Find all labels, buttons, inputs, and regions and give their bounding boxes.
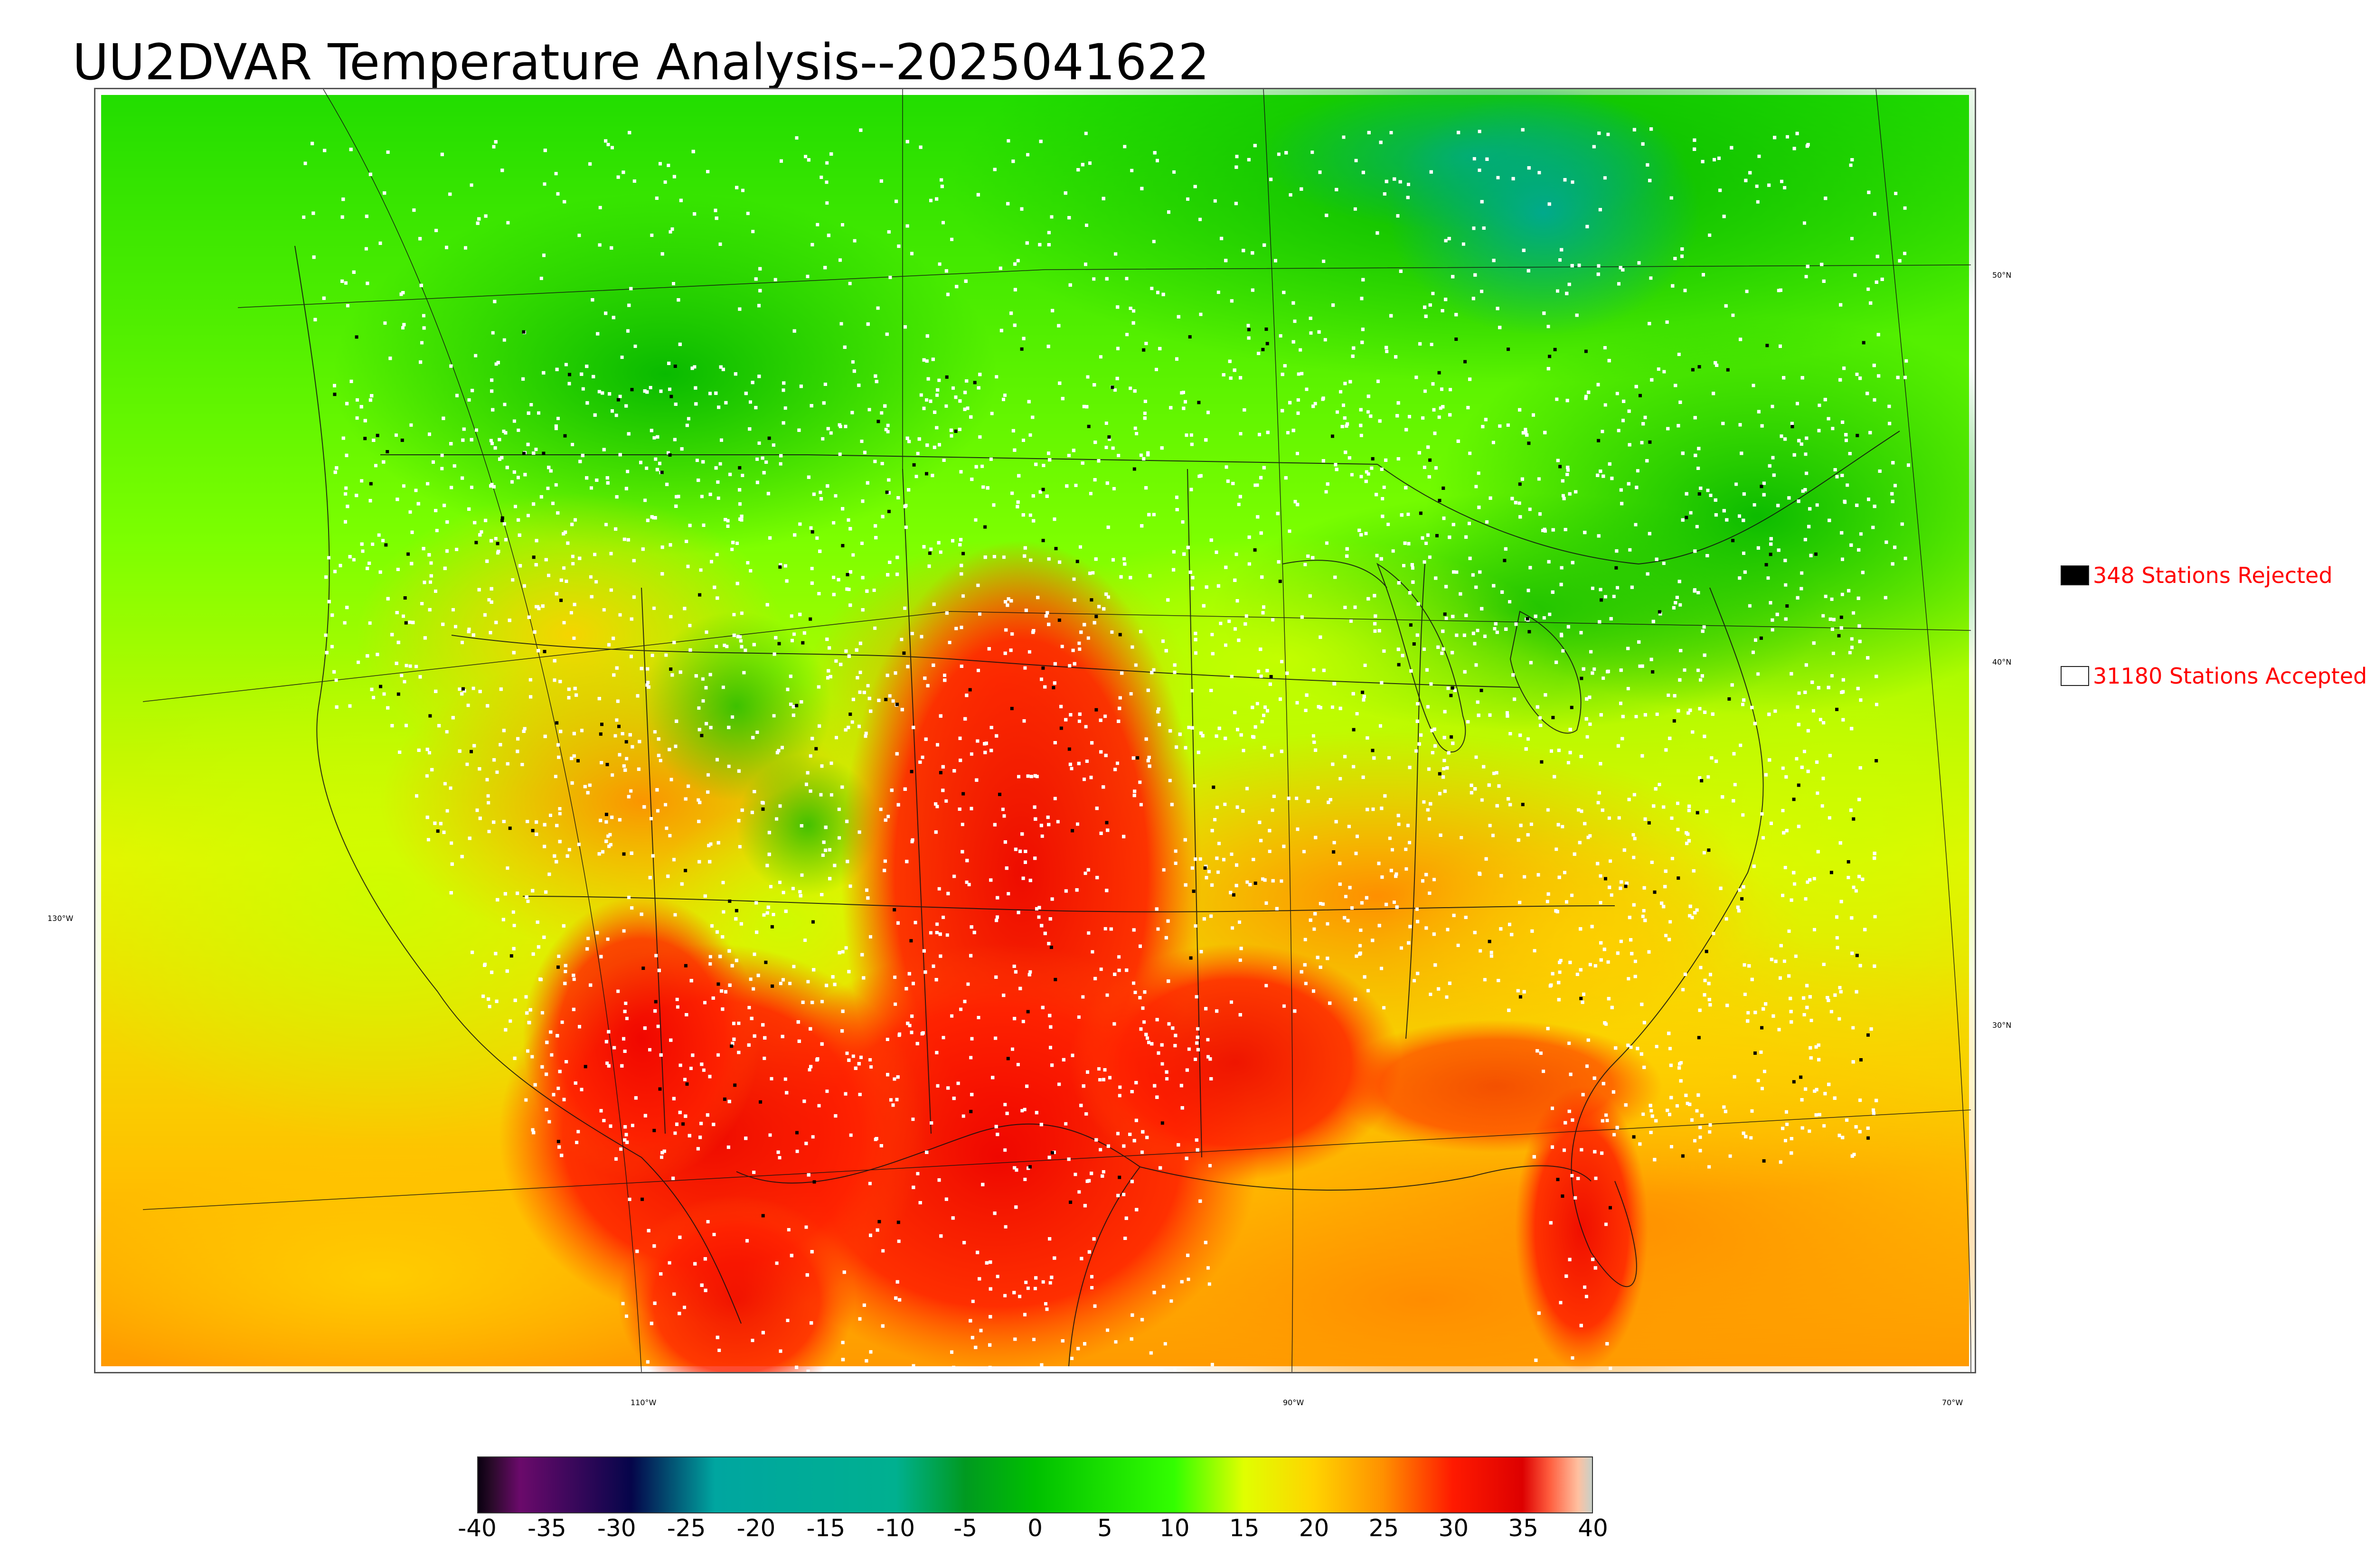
colorbar-tick: 15 — [1229, 1514, 1260, 1542]
rejected-label: 348 Stations Rejected — [2093, 563, 2333, 588]
lon-label-130w: 130°W — [47, 914, 74, 923]
colorbar-tick: 5 — [1097, 1514, 1112, 1542]
rejected-swatch — [2061, 565, 2089, 585]
colorbar-tick: 30 — [1438, 1514, 1469, 1542]
lon-label-90w: 90°W — [1283, 1398, 1304, 1407]
colorbar-tick: 20 — [1299, 1514, 1329, 1542]
lat-label-30n: 30°N — [1992, 1021, 2012, 1030]
colorbar-tick: -40 — [458, 1514, 497, 1542]
colorbar-tick: 35 — [1508, 1514, 1538, 1542]
temperature-analysis-map — [94, 88, 1976, 1373]
lat-label-50n: 50°N — [1992, 271, 2012, 280]
colorbar-tick: -20 — [736, 1514, 776, 1542]
accepted-swatch — [2061, 666, 2089, 686]
colorbar-tick: -35 — [528, 1514, 566, 1542]
colorbar-tick: -5 — [953, 1514, 978, 1542]
colorbar-tick: 40 — [1578, 1514, 1608, 1542]
colorbar-tick: -25 — [667, 1514, 706, 1542]
colorbar-tick: -15 — [806, 1514, 846, 1542]
lon-label-70w: 70°W — [1942, 1398, 1963, 1407]
lon-label-110w: 110°W — [631, 1398, 657, 1407]
map-title: UU2DVAR Temperature Analysis--2025041622 — [72, 33, 1210, 91]
temperature-colorbar — [477, 1456, 1593, 1513]
legend-accepted: 31180 Stations Accepted — [2061, 663, 2367, 689]
colorbar-tick: 0 — [1027, 1514, 1043, 1542]
accepted-label: 31180 Stations Accepted — [2093, 663, 2367, 689]
colorbar-tick: -30 — [597, 1514, 636, 1542]
colorbar-tick: -10 — [876, 1514, 915, 1542]
legend-rejected: 348 Stations Rejected — [2061, 563, 2333, 588]
colorbar-tick: 10 — [1159, 1514, 1190, 1542]
lat-label-40n: 40°N — [1992, 657, 2012, 667]
map-canvas — [95, 89, 1975, 1372]
station-observations-layer — [302, 127, 1910, 1372]
colorbar-tick: 25 — [1368, 1514, 1399, 1542]
